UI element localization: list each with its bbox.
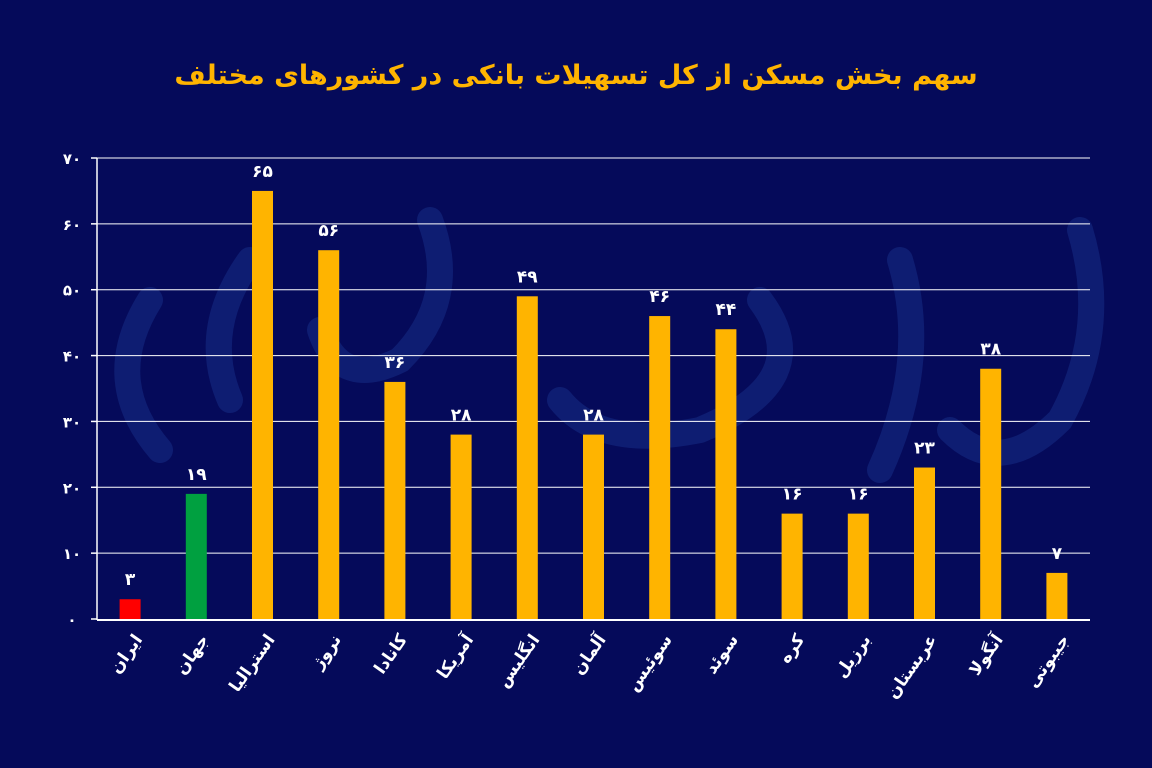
bar — [649, 316, 671, 619]
x-tick-label: نروژ — [307, 631, 345, 674]
y-tick-label: ۴۰ — [63, 348, 81, 366]
bar — [1046, 572, 1068, 619]
data-label: ۳ — [125, 570, 136, 590]
data-label: ۱۹ — [186, 465, 207, 485]
y-axis-ticks: ۰ ۱۰ ۲۰ ۳۰ ۴۰ ۵۰ ۶۰ ۷۰ — [63, 150, 97, 629]
data-label: ۴۴ — [716, 300, 737, 320]
x-tick-label: آمریکا — [432, 629, 479, 683]
bar — [384, 381, 406, 619]
bar — [715, 329, 737, 619]
bars — [119, 190, 1068, 619]
x-tick-label: سوئد — [702, 631, 743, 678]
x-tick-label: کانادا — [371, 631, 412, 678]
bar — [516, 296, 538, 619]
x-tick-label: انگلیس — [493, 630, 545, 691]
bar — [980, 368, 1002, 619]
chart-title: سهم بخش مسکن از کل تسهیلات بانکی در کشور… — [174, 60, 977, 91]
x-tick-label: برزیل — [831, 631, 875, 682]
bar — [450, 434, 472, 619]
x-tick-label: استرالیا — [226, 631, 280, 696]
bar — [185, 493, 207, 619]
data-label: ۳۶ — [385, 353, 406, 373]
data-label: ۲۸ — [583, 406, 604, 426]
data-label: ۴۹ — [517, 267, 538, 287]
bar — [914, 467, 935, 619]
data-label: ۴۶ — [649, 287, 670, 307]
y-tick-label: ۶۰ — [63, 216, 81, 234]
data-label: ۳۸ — [980, 340, 1001, 360]
data-label: ۵۶ — [318, 221, 339, 241]
y-tick-label: ۰ — [67, 611, 76, 629]
data-label: ۷ — [1052, 544, 1063, 564]
x-axis-labels: ایران جهان استرالیا نروژ کانادا آمریکا انگلیس آ… — [106, 629, 1074, 703]
y-tick-label: ۵۰ — [63, 282, 81, 300]
y-tick-label: ۳۰ — [63, 413, 81, 431]
data-labels: ۳ ۱۹ ۶۵ ۵۶ ۳۶ ۲۸ ۴۹ ۲۸ ۴۶ ۴۴ ۱۶ ۱۶ ۲۳ ۳۸ ۷ — [125, 162, 1063, 590]
x-tick-label: جهان — [171, 631, 213, 679]
data-label: ۲۳ — [914, 439, 935, 459]
data-label: ۲۸ — [451, 406, 472, 426]
x-tick-label: آلمان — [567, 629, 611, 679]
bar — [119, 599, 141, 619]
bar — [781, 513, 803, 619]
x-tick-label: سوئیس — [623, 631, 677, 695]
data-label: ۱۶ — [848, 485, 869, 505]
x-tick-label: عربستان — [883, 631, 942, 703]
data-label: ۶۵ — [252, 162, 273, 182]
x-tick-label: جیبوتی — [1023, 631, 1074, 692]
y-tick-label: ۲۰ — [63, 479, 81, 497]
data-label: ۱۶ — [782, 485, 803, 505]
bar — [252, 190, 273, 619]
x-tick-label: ایران — [106, 631, 147, 678]
x-tick-label: آنگولا — [964, 629, 1009, 680]
bar — [847, 513, 869, 619]
x-tick-label: کره — [775, 631, 809, 668]
y-tick-label: ۷۰ — [63, 150, 81, 168]
bar — [318, 250, 340, 619]
bar — [583, 434, 604, 619]
y-tick-label: ۱۰ — [63, 545, 81, 563]
